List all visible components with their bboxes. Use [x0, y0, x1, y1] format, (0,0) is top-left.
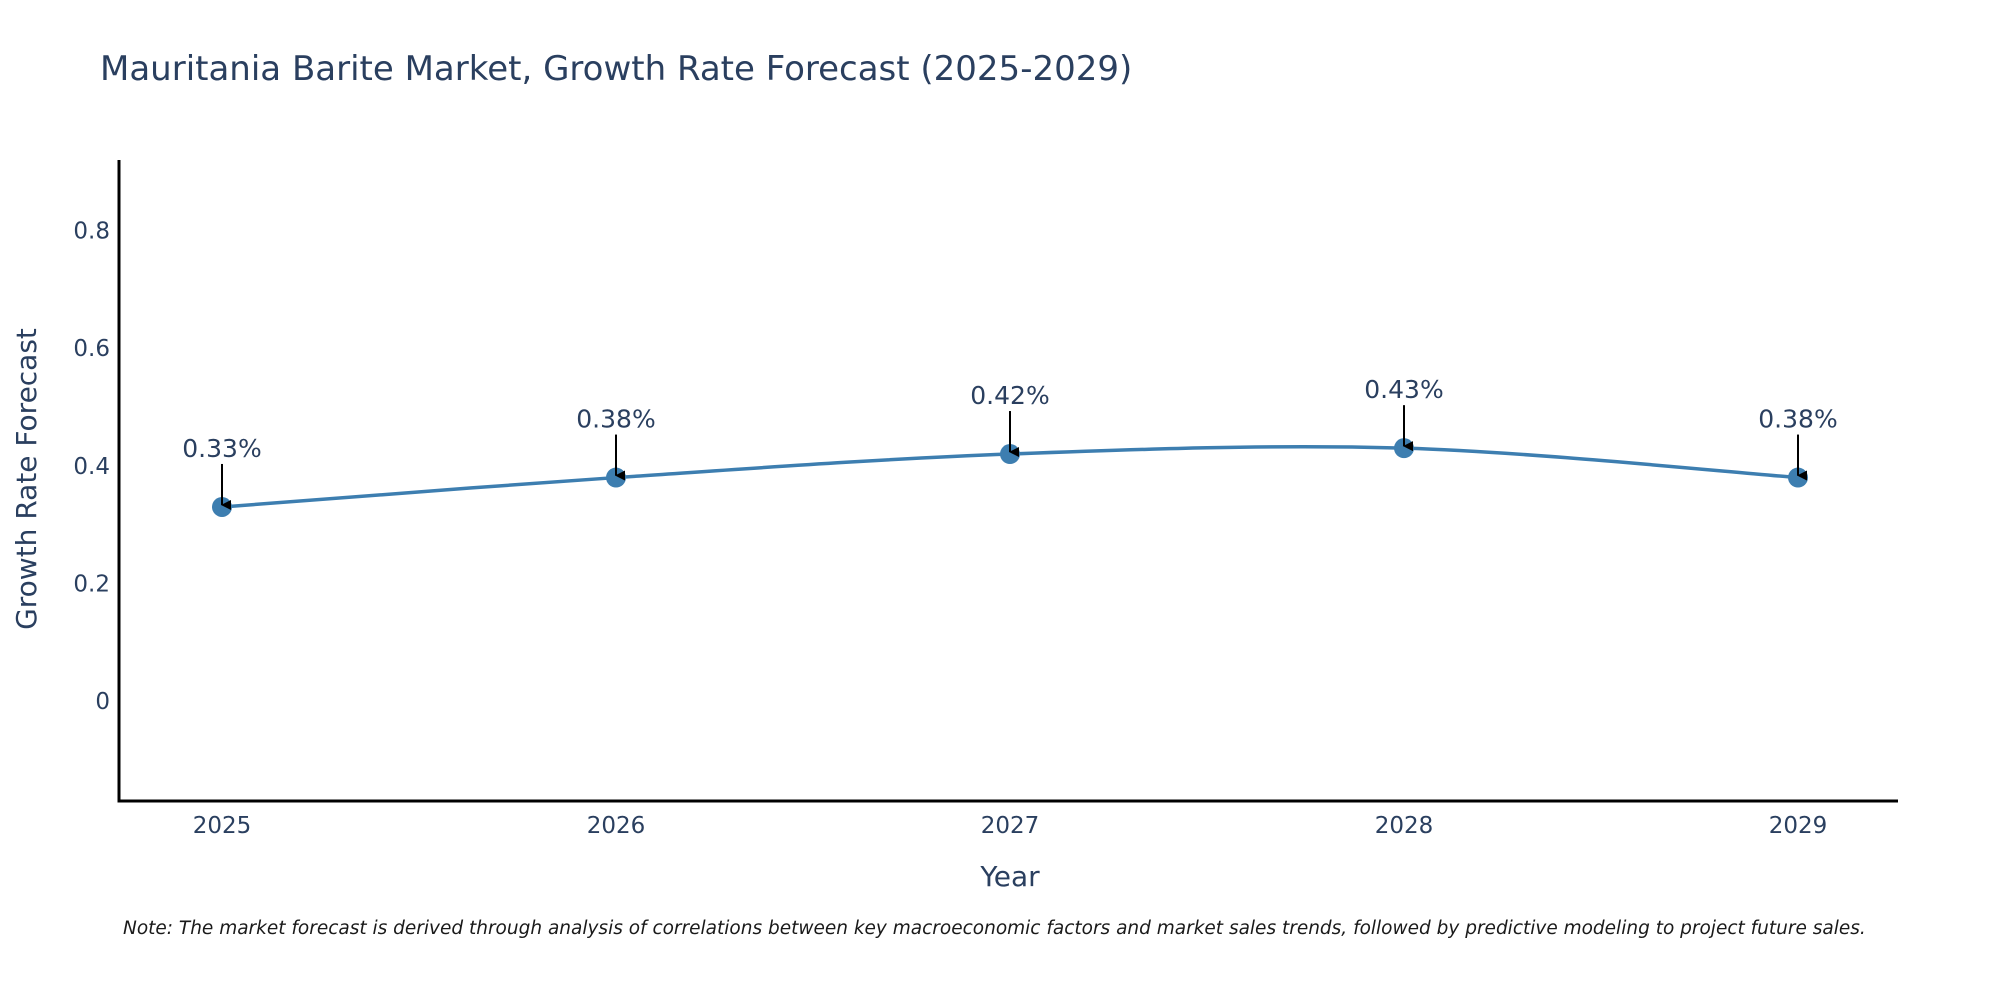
y-axis-ticks: 0 0.2 0.4 0.6 0.8 — [73, 219, 110, 715]
y-tick-label: 0 — [95, 689, 110, 715]
data-label: 0.33% — [182, 434, 261, 463]
x-tick-label: 2025 — [193, 813, 252, 839]
y-tick-label: 0.6 — [73, 336, 110, 362]
x-tick-label: 2026 — [587, 813, 646, 839]
y-tick-label: 0.2 — [73, 571, 110, 597]
data-label: 0.43% — [1364, 375, 1443, 404]
x-axis-title: Year — [979, 860, 1040, 893]
data-label: 0.38% — [576, 405, 655, 434]
footnote: Note: The market forecast is derived thr… — [123, 918, 1866, 939]
x-axis-ticks: 2025 2026 2027 2028 2029 — [193, 813, 1828, 839]
y-axis-title: Growth Rate Forecast — [10, 328, 43, 630]
x-tick-label: 2027 — [981, 813, 1040, 839]
x-tick-label: 2028 — [1375, 813, 1434, 839]
data-label: 0.38% — [1758, 405, 1837, 434]
y-tick-label: 0.8 — [73, 219, 110, 245]
data-label: 0.42% — [970, 381, 1049, 410]
y-tick-label: 0.4 — [73, 454, 110, 480]
chart-title: Mauritania Barite Market, Growth Rate Fo… — [100, 49, 1132, 89]
x-tick-label: 2029 — [1769, 813, 1828, 839]
data-annotations: 0.33% 0.38% 0.42% 0.43% 0.38% — [182, 375, 1838, 510]
